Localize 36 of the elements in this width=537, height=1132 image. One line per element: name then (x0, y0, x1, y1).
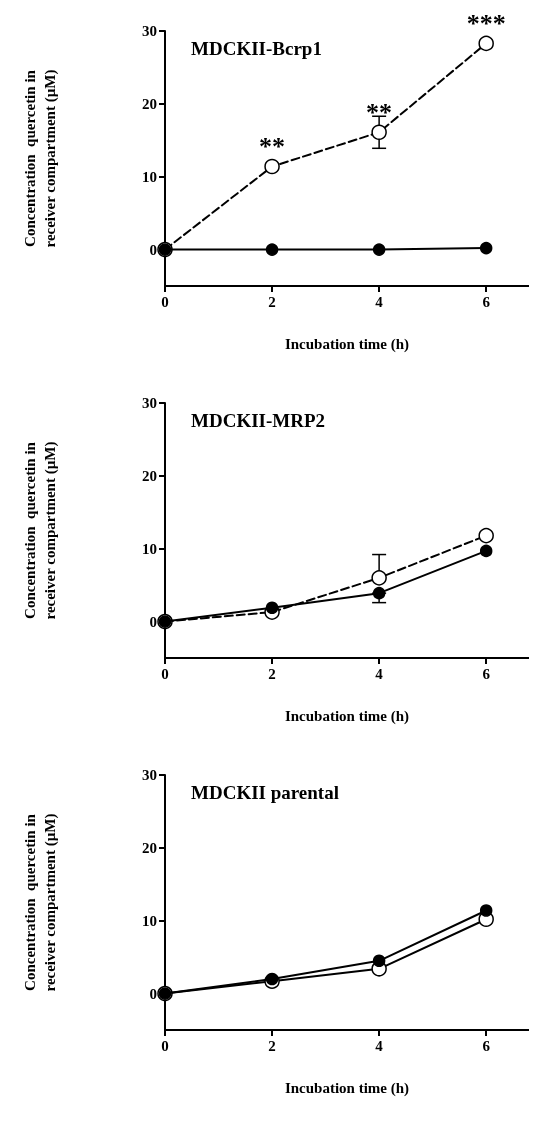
y-tick-label: 0 (149, 985, 157, 1002)
x-tick-label: 6 (482, 1037, 491, 1054)
x-tick-label: 2 (268, 293, 276, 310)
annotation: ** (366, 97, 393, 127)
x-tick-label: 4 (375, 665, 384, 682)
y-tick-label: 0 (149, 613, 157, 630)
x-tick-label: 4 (375, 1037, 384, 1054)
x-tick-label: 0 (161, 293, 169, 310)
x-tick-label: 0 (161, 665, 169, 682)
x-tick-label: 6 (482, 665, 491, 682)
x-tick-label: 6 (482, 293, 491, 310)
x-axis-title: Incubation time (h) (284, 1079, 410, 1097)
y-tick-label: 10 (142, 912, 157, 929)
annotation: *** (466, 8, 506, 38)
chart-title: MDCKII parental (191, 782, 339, 803)
x-tick-label: 0 (161, 1037, 169, 1054)
x-tick-label: 2 (268, 1037, 276, 1054)
x-axis-title: Incubation time (h) (284, 335, 410, 353)
chart-title: MDCKII-MRP2 (191, 410, 326, 431)
y-tick-label: 30 (142, 23, 157, 39)
x-axis-title: Incubation time (h) (284, 707, 410, 725)
y-tick-label: 0 (149, 241, 157, 258)
y-tick-label: 10 (142, 168, 157, 185)
y-tick-label: 10 (142, 540, 157, 557)
y-tick-label: 30 (142, 767, 157, 783)
y-axis-title: Concentration quercetin in receiver compartment (µM) (22, 441, 59, 620)
annotation: ** (259, 132, 286, 162)
y-tick-label: 30 (142, 395, 157, 411)
y-tick-label: 20 (142, 95, 157, 112)
y-tick-label: 20 (142, 467, 157, 484)
y-axis-title: Concentration quercetin in receiver compartment (µM) (22, 813, 59, 992)
x-tick-label: 2 (268, 665, 276, 682)
chart-title: MDCKII-Bcrp1 (191, 38, 322, 59)
x-tick-label: 4 (375, 293, 384, 310)
y-tick-label: 20 (142, 839, 157, 856)
y-axis-title: Concentration quercetin in receiver compartment (µM) (22, 69, 59, 248)
